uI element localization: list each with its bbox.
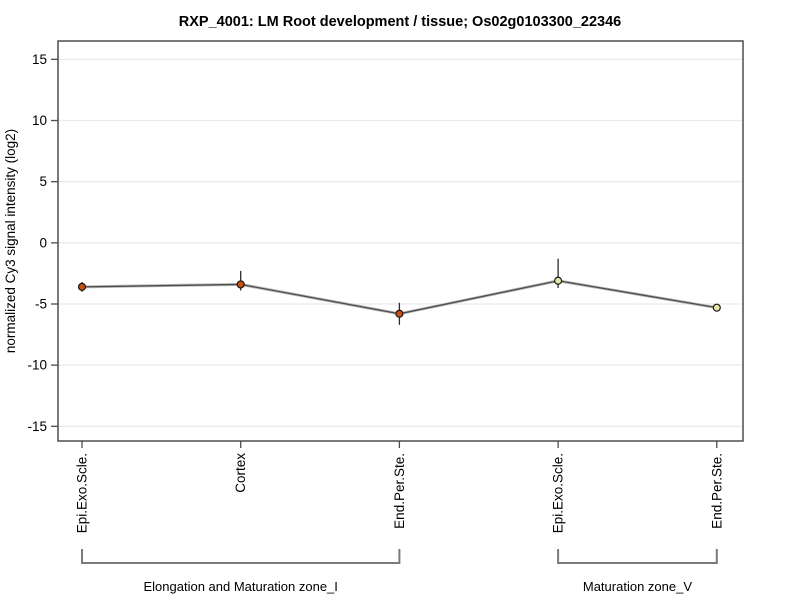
- group-bracket: [557, 549, 718, 564]
- plot-border: [57, 40, 744, 442]
- x-tick-label: Epi.Exo.Scle.: [551, 453, 566, 533]
- gridlines-layer: [58, 58, 743, 427]
- series-layer: [77, 258, 721, 325]
- y-axis-label: normalized Cy3 signal intensity (log2): [3, 129, 18, 353]
- group-label: Elongation and Maturation zone_I: [143, 579, 337, 594]
- axes-layer: 15 10 5 0 -5 -10 -15 Epi.Exo.Scle. Cortex End.Per…: [27, 40, 744, 533]
- data-point: [236, 280, 245, 289]
- y-tick-label: 5: [39, 174, 47, 189]
- y-tick-label: -10: [27, 358, 47, 373]
- x-tick-label: Cortex: [233, 453, 248, 493]
- chart-title: RXP_4001: LM Root development / tissue; …: [179, 14, 621, 30]
- data-point: [553, 276, 563, 285]
- x-tick-label: Epi.Exo.Scle.: [75, 453, 90, 533]
- group-label: Maturation zone_V: [583, 579, 692, 594]
- y-tick-label: -15: [27, 419, 47, 434]
- y-tick-label: 10: [32, 113, 47, 128]
- data-point: [395, 309, 404, 318]
- y-tick-label: 0: [39, 235, 47, 250]
- y-tick-label: 15: [32, 52, 47, 67]
- y-tick-label: -5: [35, 296, 47, 311]
- data-point: [77, 282, 87, 291]
- data-point: [712, 303, 721, 312]
- group-bracket: [81, 549, 401, 564]
- group-brackets-layer: Elongation and Maturation zone_I Maturati…: [81, 549, 718, 594]
- x-tick-label: End.Per.Ste.: [709, 453, 724, 529]
- x-tick-label: End.Per.Ste.: [392, 453, 407, 529]
